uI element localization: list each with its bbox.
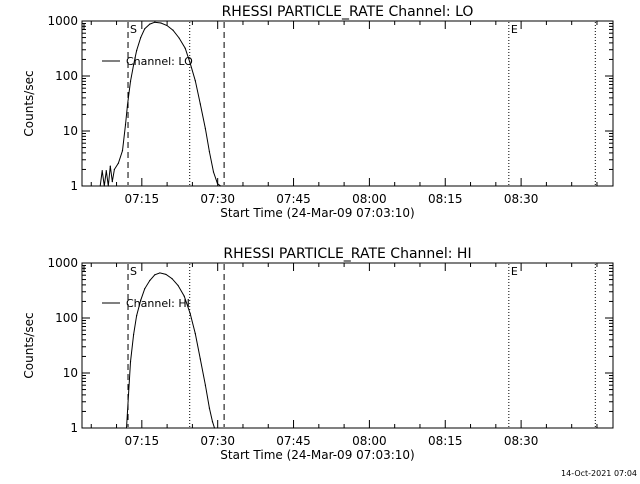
data-point xyxy=(149,23,151,25)
data-point xyxy=(154,21,156,23)
data-point xyxy=(212,171,215,173)
y-axis-label: Counts/sec xyxy=(22,70,36,136)
data-point xyxy=(126,104,129,106)
lo-channel-panel: RHESSI PARTICLE_RATE Channel: LO 07:15 07:… xyxy=(22,4,614,220)
marker-label: E xyxy=(511,23,518,36)
x-tick-label: 07:45 xyxy=(276,192,311,206)
x-tick-label: 08:15 xyxy=(428,192,463,206)
data-point xyxy=(178,37,180,39)
data-point xyxy=(101,170,103,172)
data-point xyxy=(136,49,138,52)
data-point xyxy=(132,333,135,336)
y-tick-label: 10 xyxy=(63,366,78,380)
plot-frame xyxy=(81,262,614,429)
data-point xyxy=(166,24,168,27)
data-point xyxy=(99,185,101,187)
legend-label: Channel: HI xyxy=(126,297,190,310)
y-tick-label: 10 xyxy=(63,124,78,138)
data-point xyxy=(140,299,142,301)
x-tick-label: 08:30 xyxy=(504,192,539,206)
chart-title: RHESSI PARTICLE_RATE Channel: LO xyxy=(222,4,474,20)
data-point xyxy=(189,62,191,64)
data-point xyxy=(103,185,105,187)
data-point xyxy=(124,124,127,126)
plot-frame xyxy=(81,20,614,187)
data-point xyxy=(121,150,124,152)
y-tick-label: 1000 xyxy=(47,14,78,28)
data-point xyxy=(111,181,113,183)
data-point xyxy=(216,183,219,185)
data-point xyxy=(184,47,186,49)
x-tick-label: 07:15 xyxy=(125,192,160,206)
data-point xyxy=(199,103,201,105)
data-point xyxy=(117,162,120,164)
data-point xyxy=(105,170,107,172)
footer-timestamp: 14-Oct-2021 07:04 xyxy=(561,469,637,478)
x-tick-label: 08:30 xyxy=(504,434,539,448)
x-tick-label: 07:30 xyxy=(200,434,235,448)
x-tick-label: 08:00 xyxy=(352,192,387,206)
data-point xyxy=(109,165,111,167)
data-point xyxy=(177,284,179,287)
x-tick-label: 07:45 xyxy=(276,434,311,448)
data-point xyxy=(171,278,173,280)
x-tick-label: 08:15 xyxy=(428,434,463,448)
data-point xyxy=(165,273,167,276)
y-tick-label: 100 xyxy=(55,69,78,83)
data-point xyxy=(160,22,162,24)
data-point xyxy=(204,384,206,386)
hi-channel-panel: RHESSI PARTICLE_RATE Channel: HI 07:15 07:… xyxy=(22,246,614,462)
data-point xyxy=(107,185,109,187)
data-point xyxy=(183,295,185,297)
data-point xyxy=(127,394,130,396)
data-point xyxy=(194,80,196,82)
data-point xyxy=(132,64,135,66)
y-tick-label: 1 xyxy=(70,421,78,435)
data-point xyxy=(208,151,211,153)
data-point xyxy=(129,361,132,363)
data-point xyxy=(154,274,156,276)
data-point xyxy=(149,279,151,282)
data-point xyxy=(204,128,206,130)
data-point xyxy=(219,185,222,187)
data-point xyxy=(144,288,146,290)
data-point xyxy=(189,313,191,315)
marker-label: S xyxy=(130,23,137,36)
data-point xyxy=(136,315,138,317)
x-tick-label: 07:15 xyxy=(125,434,160,448)
marker-label: S xyxy=(130,265,137,278)
data-point xyxy=(129,80,132,82)
x-axis-label: Start Time (24-Mar-09 07:03:10) xyxy=(220,206,414,220)
x-axis-label: Start Time (24-Mar-09 07:03:10) xyxy=(220,448,414,462)
x-tick-label: 07:30 xyxy=(200,192,235,206)
data-point xyxy=(211,421,214,423)
y-tick-label: 100 xyxy=(55,311,78,325)
legend-label: Channel: LO xyxy=(126,55,193,68)
x-tick-label: 08:00 xyxy=(352,434,387,448)
y-tick-label: 1000 xyxy=(47,256,78,270)
data-point xyxy=(194,333,196,335)
data-point xyxy=(125,427,128,429)
chart-title: RHESSI PARTICLE_RATE Channel: HI xyxy=(223,246,471,262)
data-point xyxy=(113,168,115,171)
data-point xyxy=(208,407,211,409)
marker-label: E xyxy=(511,265,518,278)
data-point xyxy=(159,272,161,274)
data-point xyxy=(172,29,174,31)
data-point xyxy=(144,28,146,30)
series-line xyxy=(99,21,221,187)
y-axis-label: Counts/sec xyxy=(22,312,36,378)
data-point xyxy=(199,358,201,360)
y-tick-label: 1 xyxy=(70,179,78,193)
data-point xyxy=(140,36,142,39)
data-point xyxy=(213,427,216,429)
